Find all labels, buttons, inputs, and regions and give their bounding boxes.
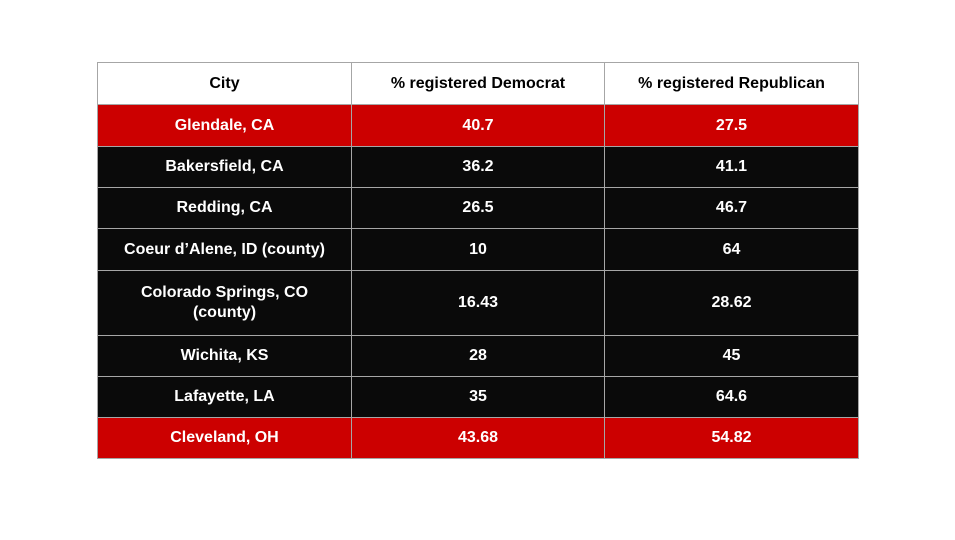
republican-cell: 64.6 — [604, 376, 859, 418]
republican-cell: 64 — [604, 228, 859, 271]
table-row-lafayette: Lafayette, LA 35 64.6 — [97, 376, 859, 418]
city-cell: Coeur d’Alene, ID (county) — [97, 228, 352, 271]
city-cell: Colorado Springs, CO (county) — [97, 270, 352, 336]
table-row-wichita: Wichita, KS 28 45 — [97, 335, 859, 377]
column-header-city: City — [97, 62, 352, 105]
column-header-republican: % registered Republican — [604, 62, 859, 105]
city-cell: Glendale, CA — [97, 104, 352, 147]
republican-cell: 46.7 — [604, 187, 859, 229]
table-row-cleveland: Cleveland, OH 43.68 54.82 — [97, 417, 859, 459]
republican-cell: 28.62 — [604, 270, 859, 336]
democrat-cell: 40.7 — [351, 104, 605, 147]
table-row-coeur-dalene: Coeur d’Alene, ID (county) 10 64 — [97, 228, 859, 271]
democrat-cell: 16.43 — [351, 270, 605, 336]
city-cell: Bakersfield, CA — [97, 146, 352, 188]
republican-cell: 27.5 — [604, 104, 859, 147]
republican-cell: 54.82 — [604, 417, 859, 459]
democrat-cell: 10 — [351, 228, 605, 271]
table-row-redding: Redding, CA 26.5 46.7 — [97, 187, 859, 229]
democrat-cell: 35 — [351, 376, 605, 418]
table-row-glendale: Glendale, CA 40.7 27.5 — [97, 104, 859, 147]
table-header-row: City % registered Democrat % registered … — [97, 62, 859, 105]
democrat-cell: 28 — [351, 335, 605, 377]
republican-cell: 41.1 — [604, 146, 859, 188]
city-cell: Lafayette, LA — [97, 376, 352, 418]
voter-registration-table: City % registered Democrat % registered … — [97, 62, 859, 459]
republican-cell: 45 — [604, 335, 859, 377]
column-header-democrat: % registered Democrat — [351, 62, 605, 105]
democrat-cell: 43.68 — [351, 417, 605, 459]
city-cell: Redding, CA — [97, 187, 352, 229]
democrat-cell: 26.5 — [351, 187, 605, 229]
table-row-colorado-springs: Colorado Springs, CO (county) 16.43 28.6… — [97, 270, 859, 336]
table-row-bakersfield: Bakersfield, CA 36.2 41.1 — [97, 146, 859, 188]
city-cell: Wichita, KS — [97, 335, 352, 377]
democrat-cell: 36.2 — [351, 146, 605, 188]
city-cell: Cleveland, OH — [97, 417, 352, 459]
